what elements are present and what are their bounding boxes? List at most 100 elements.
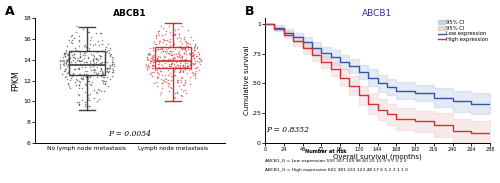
Point	[154, 55, 162, 58]
Point	[196, 57, 204, 60]
Point	[84, 74, 92, 77]
Point	[146, 58, 154, 61]
Point	[105, 67, 113, 70]
Point	[62, 72, 70, 75]
Text: B: B	[245, 5, 254, 18]
Point	[192, 65, 200, 68]
Point	[189, 55, 197, 57]
Point	[166, 64, 174, 67]
Point	[168, 61, 176, 64]
Point	[110, 69, 118, 72]
Point	[180, 38, 188, 41]
Point	[180, 81, 188, 84]
Point	[60, 64, 68, 67]
Point	[194, 60, 202, 63]
Point	[75, 58, 83, 61]
Point	[76, 76, 84, 79]
Text: Number at risk: Number at risk	[305, 149, 346, 154]
Point	[108, 55, 116, 58]
Point	[164, 52, 172, 55]
Point	[83, 104, 91, 107]
Point	[80, 61, 88, 64]
Point	[160, 76, 168, 79]
Point	[104, 43, 112, 46]
Point	[76, 67, 84, 70]
Point	[180, 51, 188, 54]
Point	[171, 28, 179, 31]
Point	[174, 36, 182, 39]
Point	[178, 25, 186, 28]
Point	[191, 42, 199, 45]
Point	[163, 49, 171, 52]
Point	[75, 67, 83, 70]
Point	[150, 81, 158, 84]
Point	[94, 73, 102, 76]
Point	[189, 62, 197, 65]
Point	[72, 47, 80, 50]
Point	[166, 30, 174, 33]
Point	[62, 53, 70, 56]
Point	[60, 53, 68, 56]
Point	[82, 72, 90, 75]
Text: P = 0.0054: P = 0.0054	[108, 130, 152, 138]
Point	[168, 78, 176, 81]
Point	[178, 64, 186, 66]
Point	[67, 61, 75, 64]
Point	[103, 67, 111, 70]
Point	[76, 86, 84, 89]
Point	[143, 66, 151, 69]
Point	[176, 52, 184, 55]
Point	[56, 59, 64, 62]
Point	[92, 31, 100, 34]
Point	[178, 42, 186, 45]
Point	[156, 92, 164, 95]
Point	[75, 50, 83, 53]
Point	[186, 60, 194, 63]
Point	[180, 68, 188, 71]
Point	[99, 73, 107, 76]
Point	[178, 65, 186, 68]
Point	[98, 38, 106, 41]
Point	[72, 63, 80, 66]
Point	[181, 66, 189, 68]
Point	[168, 62, 176, 65]
Point	[190, 62, 198, 65]
Point	[158, 58, 166, 61]
Point	[72, 31, 80, 34]
Point	[76, 55, 84, 58]
Point	[75, 102, 83, 105]
Point	[76, 55, 84, 58]
Point	[96, 67, 104, 70]
Point	[152, 33, 160, 36]
Point	[196, 63, 204, 66]
Point	[80, 44, 88, 47]
Point	[174, 91, 182, 94]
Point	[88, 53, 96, 56]
Point	[165, 25, 173, 27]
Point	[154, 62, 162, 65]
Point	[67, 76, 75, 79]
Point	[172, 52, 179, 55]
Point	[70, 55, 78, 58]
Point	[88, 59, 96, 62]
Point	[190, 76, 198, 79]
Point	[84, 105, 92, 108]
Point	[162, 38, 170, 41]
Point	[176, 59, 184, 62]
Point	[162, 43, 170, 46]
Point	[74, 39, 82, 42]
Point	[95, 44, 103, 46]
Point	[62, 48, 70, 51]
Point	[168, 59, 176, 62]
Point	[195, 57, 203, 60]
Point	[69, 56, 77, 59]
Point	[176, 45, 184, 48]
Point	[158, 86, 166, 89]
Point	[162, 77, 170, 80]
Point	[181, 64, 189, 67]
Point	[88, 62, 96, 65]
Point	[88, 81, 96, 84]
Point	[186, 83, 194, 85]
Point	[156, 60, 164, 63]
Point	[162, 48, 170, 51]
